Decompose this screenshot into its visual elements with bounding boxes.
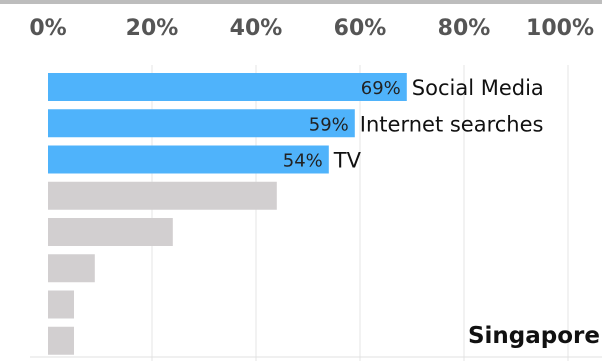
bar xyxy=(48,254,95,283)
top-rule xyxy=(0,0,602,4)
value-label: 54% xyxy=(283,151,323,172)
category-label: Social Media xyxy=(412,76,544,100)
bar xyxy=(48,145,329,174)
category-label: Internet searches xyxy=(360,112,544,136)
bar xyxy=(48,326,74,355)
category-label: TV xyxy=(333,149,362,173)
bar xyxy=(48,218,173,246)
bar xyxy=(48,109,355,138)
x-tick-label: 40% xyxy=(229,16,283,41)
x-tick-label: 0% xyxy=(29,16,67,41)
bar xyxy=(48,181,277,210)
region-label: Singapore xyxy=(467,323,600,349)
x-tick-label: 20% xyxy=(125,16,179,41)
bar xyxy=(48,290,74,319)
bar xyxy=(48,73,407,101)
x-tick-label: 80% xyxy=(437,16,491,41)
x-tick-label: 60% xyxy=(333,16,387,41)
value-label: 69% xyxy=(361,78,401,99)
value-label: 59% xyxy=(309,114,349,135)
x-tick-label: 100% xyxy=(526,16,594,41)
